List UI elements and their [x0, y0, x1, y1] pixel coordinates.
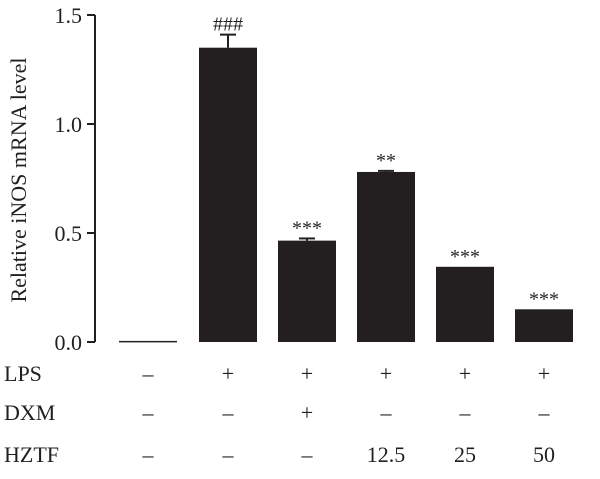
condition-value: + — [301, 361, 313, 386]
y-axis: 0.0 0.5 1.0 1.5 — [55, 3, 96, 355]
condition-value: – — [459, 400, 472, 425]
condition-value: – — [380, 400, 393, 425]
condition-value: + — [222, 361, 234, 386]
condition-value: – — [538, 400, 551, 425]
condition-table: LPS – + + + + + DXM – – + – – – HZTF – – – 12.5 25 50 — [4, 361, 555, 467]
significance-label: ** — [376, 150, 396, 172]
significance-label: *** — [292, 217, 322, 239]
condition-value: + — [459, 361, 471, 386]
significance-label: ### — [213, 14, 243, 36]
significance-label: *** — [450, 246, 480, 268]
condition-label: HZTF — [4, 442, 59, 467]
y-tick-label: 1.5 — [55, 3, 83, 28]
condition-value: + — [380, 361, 392, 386]
condition-value: – — [142, 442, 155, 467]
condition-value: – — [142, 361, 155, 386]
y-tick-label: 0.0 — [55, 330, 83, 355]
y-axis-title: Relative iNOS mRNA level — [6, 57, 31, 302]
condition-label: LPS — [4, 361, 42, 386]
bar — [357, 171, 415, 342]
condition-value: – — [301, 442, 314, 467]
condition-value: + — [538, 361, 550, 386]
condition-value: 12.5 — [367, 442, 406, 467]
bar — [199, 47, 257, 342]
error-bars — [220, 33, 394, 241]
condition-value: 50 — [533, 442, 555, 467]
significance-label: *** — [529, 288, 559, 310]
condition-value: – — [222, 442, 235, 467]
condition-label: DXM — [4, 400, 55, 425]
significance-annotations: ###*********** — [213, 14, 559, 311]
bars — [119, 47, 573, 343]
bar — [515, 309, 573, 342]
condition-value: 25 — [454, 442, 476, 467]
condition-value: + — [301, 400, 313, 425]
bar — [436, 266, 494, 342]
bar — [119, 340, 177, 343]
y-tick-label: 1.0 — [55, 112, 83, 137]
bar — [278, 240, 336, 342]
condition-value: – — [142, 400, 155, 425]
y-tick-label: 0.5 — [55, 221, 83, 246]
condition-value: – — [222, 400, 235, 425]
